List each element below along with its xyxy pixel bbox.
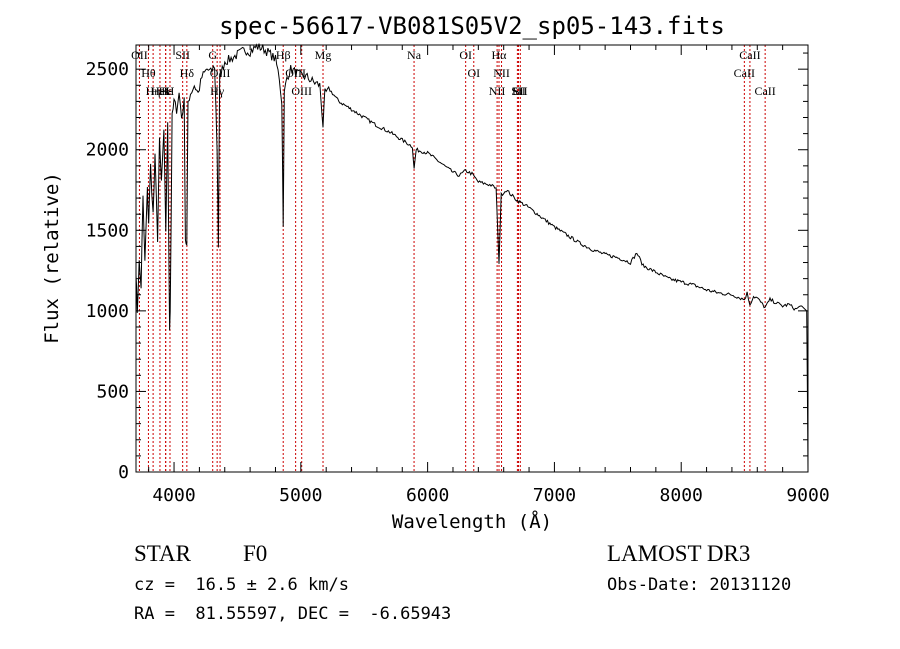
y-tick-label: 2500: [86, 59, 129, 80]
line-label: Mg: [315, 48, 332, 62]
line-label: OI: [459, 48, 472, 62]
object-type: STAR: [134, 541, 192, 566]
line-label: G: [208, 48, 217, 62]
x-tick-label: 7000: [533, 485, 576, 506]
redshift-text: cz = 16.5 ± 2.6 km/s: [134, 575, 349, 595]
coordinates-text: RA = 81.55597, DEC = -6.65943: [134, 604, 451, 624]
plot-frame: [135, 44, 809, 473]
line-label: Na: [407, 48, 422, 62]
line-label: SII: [511, 84, 526, 98]
y-axis-label: Flux (relative): [41, 172, 63, 344]
line-label: SII: [513, 84, 528, 98]
line-label: OI: [467, 66, 480, 80]
y-tick-label: 1000: [86, 301, 129, 322]
obs-date: Obs-Date: 20131120: [607, 575, 791, 595]
line-label: NII: [493, 66, 510, 80]
y-axis-ticks: 0 500 1000 1500 2000 2500: [86, 52, 808, 483]
y-tick-label: 2000: [86, 140, 129, 161]
x-tick-label: 5000: [279, 485, 322, 506]
x-tick-label: 4000: [152, 485, 195, 506]
y-tick-label: 1500: [86, 220, 129, 241]
survey-name: LAMOST DR3: [607, 541, 750, 566]
line-label: Hθ: [141, 66, 156, 80]
line-label: Hα: [492, 48, 508, 62]
line-label: CaII: [754, 84, 775, 98]
line-label: Hη: [146, 84, 161, 98]
line-label: H: [166, 84, 175, 98]
line-label: CaII: [739, 48, 760, 62]
spectrum-line: [135, 43, 809, 473]
line-label: OII: [131, 48, 148, 62]
line-label: OIII: [291, 84, 312, 98]
x-axis-label: Wavelength (Å): [392, 510, 552, 533]
line-label: Hγ: [210, 84, 225, 98]
line-label: SII: [175, 48, 190, 62]
x-axis-ticks: 4000 5000 6000 7000 8000 9000: [148, 45, 830, 506]
line-label: NII: [489, 84, 506, 98]
y-tick-label: 0: [118, 462, 129, 483]
line-label: Hδ: [180, 66, 195, 80]
line-label: CaII: [734, 66, 755, 80]
line-label: Hε: [159, 84, 173, 98]
line-label: Li: [512, 84, 523, 98]
x-tick-label: 6000: [406, 485, 449, 506]
x-tick-label: 9000: [786, 485, 829, 506]
x-tick-label: 8000: [660, 485, 703, 506]
y-tick-label: 500: [96, 381, 129, 402]
line-label: HeI: [151, 84, 169, 98]
line-label: Hβ: [276, 48, 291, 62]
object-subclass: F0: [243, 541, 267, 566]
chart-title: spec-56617-VB081S05V2_sp05-143.fits: [219, 12, 725, 40]
spectral-line-markers: [138, 45, 766, 472]
line-label: K: [161, 84, 170, 98]
